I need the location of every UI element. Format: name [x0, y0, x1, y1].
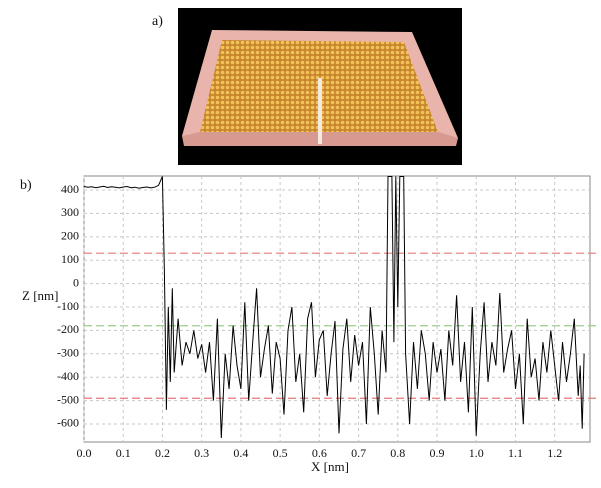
y-tick-label: 100: [61, 252, 79, 266]
y-tick-label: -300: [57, 346, 79, 360]
afm-image: [178, 8, 462, 165]
plot-area: [83, 175, 591, 443]
x-tick-label: 1.1: [508, 446, 523, 460]
x-tick-label: 0.5: [273, 446, 288, 460]
x-tick-label: 0.4: [233, 446, 248, 460]
y-tick-label: 400: [61, 182, 79, 196]
y-tick-label: 300: [61, 205, 79, 219]
x-tick-label: 1.0: [469, 446, 484, 460]
x-tick-label: 0.3: [194, 446, 209, 460]
y-tick-label: -100: [57, 299, 79, 313]
y-axis-label: Z [nm]: [22, 288, 58, 303]
x-axis-label: X [nm]: [311, 459, 349, 474]
y-tick-label: -500: [57, 392, 79, 406]
profile-line: [83, 176, 585, 439]
panel-label: b): [20, 178, 32, 193]
y-tick-label: 0: [73, 275, 79, 289]
y-tick-label: -600: [57, 416, 79, 430]
y-tick-label: -200: [57, 322, 79, 336]
y-tick-label: -400: [57, 369, 79, 383]
x-tick-label: 0.7: [351, 446, 366, 460]
x-tick-label: 0.2: [155, 446, 170, 460]
x-tick-label: 0.1: [116, 446, 131, 460]
x-tick-label: 0.8: [390, 446, 405, 460]
x-tick-label: 0.0: [77, 446, 92, 460]
x-tick-label: 0.9: [430, 446, 445, 460]
y-tick-label: 200: [61, 229, 79, 243]
x-tick-label: 1.2: [547, 446, 562, 460]
x-tick-label: 0.6: [312, 446, 327, 460]
panel-label: a): [152, 14, 163, 29]
